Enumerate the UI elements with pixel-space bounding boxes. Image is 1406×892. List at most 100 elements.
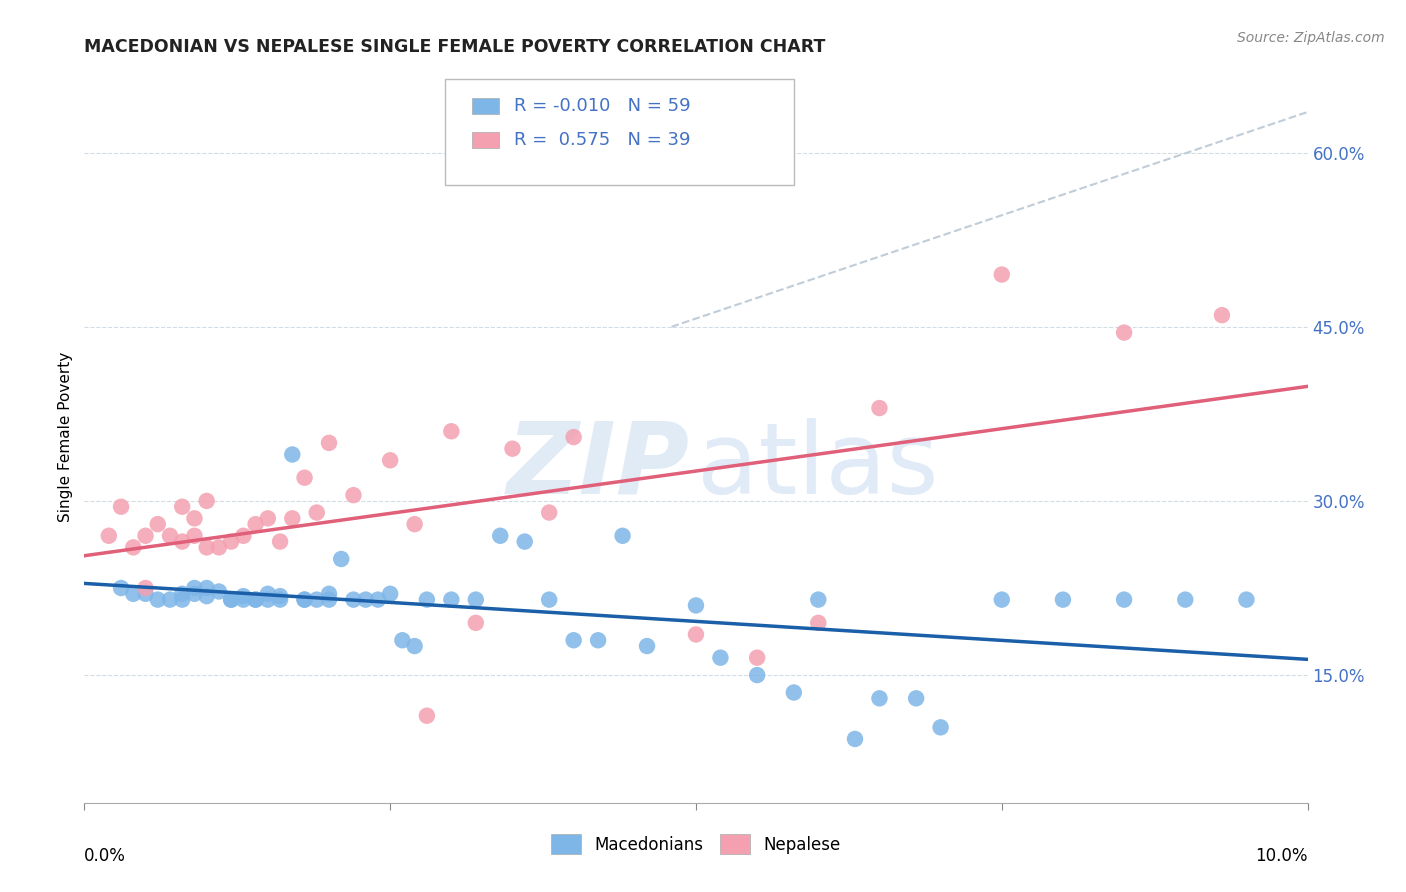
Point: [146, 592, 169, 607]
Point: [195, 494, 218, 508]
Text: atlas: atlas: [697, 417, 939, 515]
Point: [502, 442, 524, 456]
Point: [232, 592, 254, 607]
Point: [612, 529, 634, 543]
Point: [929, 720, 952, 734]
Point: [1211, 308, 1233, 322]
Legend: Macedonians, Nepalese: Macedonians, Nepalese: [544, 828, 848, 860]
Point: [844, 731, 866, 746]
Point: [245, 517, 267, 532]
Point: [440, 424, 463, 438]
Point: [172, 534, 194, 549]
Point: [416, 592, 439, 607]
Point: [219, 592, 242, 607]
Point: [269, 589, 291, 603]
Point: [159, 592, 181, 607]
Point: [135, 529, 157, 543]
Point: [807, 615, 830, 630]
Point: [1236, 592, 1258, 607]
Point: [195, 541, 218, 555]
Y-axis label: Single Female Poverty: Single Female Poverty: [58, 352, 73, 522]
Point: [245, 592, 267, 607]
Point: [562, 430, 585, 444]
Point: [464, 615, 486, 630]
Point: [135, 581, 157, 595]
Point: [172, 587, 194, 601]
Point: [97, 529, 120, 543]
Point: [513, 534, 536, 549]
Point: [869, 401, 891, 415]
Point: [294, 471, 316, 485]
Point: [219, 534, 242, 549]
Point: [367, 592, 389, 607]
Point: [318, 592, 340, 607]
Text: MACEDONIAN VS NEPALESE SINGLE FEMALE POVERTY CORRELATION CHART: MACEDONIAN VS NEPALESE SINGLE FEMALE POV…: [84, 38, 825, 56]
Point: [404, 639, 426, 653]
FancyBboxPatch shape: [472, 132, 499, 148]
Point: [440, 592, 463, 607]
Point: [747, 650, 769, 665]
Text: ZIP: ZIP: [506, 417, 689, 515]
Point: [294, 592, 316, 607]
Point: [281, 448, 304, 462]
Point: [538, 506, 561, 520]
Point: [709, 650, 731, 665]
Point: [269, 534, 291, 549]
Point: [281, 511, 304, 525]
Point: [183, 511, 205, 525]
Point: [219, 592, 242, 607]
Point: [208, 584, 231, 599]
Point: [146, 517, 169, 532]
Point: [257, 592, 280, 607]
Point: [991, 268, 1014, 282]
Point: [747, 668, 769, 682]
Point: [318, 587, 340, 601]
FancyBboxPatch shape: [472, 98, 499, 114]
Point: [404, 517, 426, 532]
Text: 0.0%: 0.0%: [84, 847, 127, 864]
Point: [318, 436, 340, 450]
Text: R = -0.010   N = 59: R = -0.010 N = 59: [513, 96, 690, 115]
Point: [305, 506, 328, 520]
Point: [991, 592, 1014, 607]
Point: [905, 691, 928, 706]
Point: [330, 552, 353, 566]
Point: [586, 633, 609, 648]
Point: [489, 529, 512, 543]
Point: [1052, 592, 1074, 607]
Point: [172, 592, 194, 607]
Point: [110, 581, 132, 595]
Point: [135, 587, 157, 601]
Point: [257, 511, 280, 525]
Text: 10.0%: 10.0%: [1256, 847, 1308, 864]
Point: [232, 529, 254, 543]
Point: [110, 500, 132, 514]
Point: [391, 633, 413, 648]
Point: [122, 541, 145, 555]
Point: [172, 500, 194, 514]
Point: [294, 592, 316, 607]
Point: [342, 592, 364, 607]
Point: [636, 639, 658, 653]
Point: [807, 592, 830, 607]
Point: [208, 541, 231, 555]
Point: [1114, 326, 1136, 340]
Point: [685, 599, 707, 613]
Point: [305, 592, 328, 607]
Point: [869, 691, 891, 706]
Point: [464, 592, 486, 607]
FancyBboxPatch shape: [446, 78, 794, 185]
Point: [1114, 592, 1136, 607]
Text: Source: ZipAtlas.com: Source: ZipAtlas.com: [1237, 31, 1385, 45]
Point: [159, 529, 181, 543]
Point: [685, 627, 707, 641]
Point: [416, 708, 439, 723]
Point: [269, 592, 291, 607]
Point: [354, 592, 377, 607]
Point: [562, 633, 585, 648]
Point: [380, 587, 402, 601]
Point: [245, 592, 267, 607]
Point: [183, 529, 205, 543]
Point: [195, 589, 218, 603]
Text: R =  0.575   N = 39: R = 0.575 N = 39: [513, 131, 690, 149]
